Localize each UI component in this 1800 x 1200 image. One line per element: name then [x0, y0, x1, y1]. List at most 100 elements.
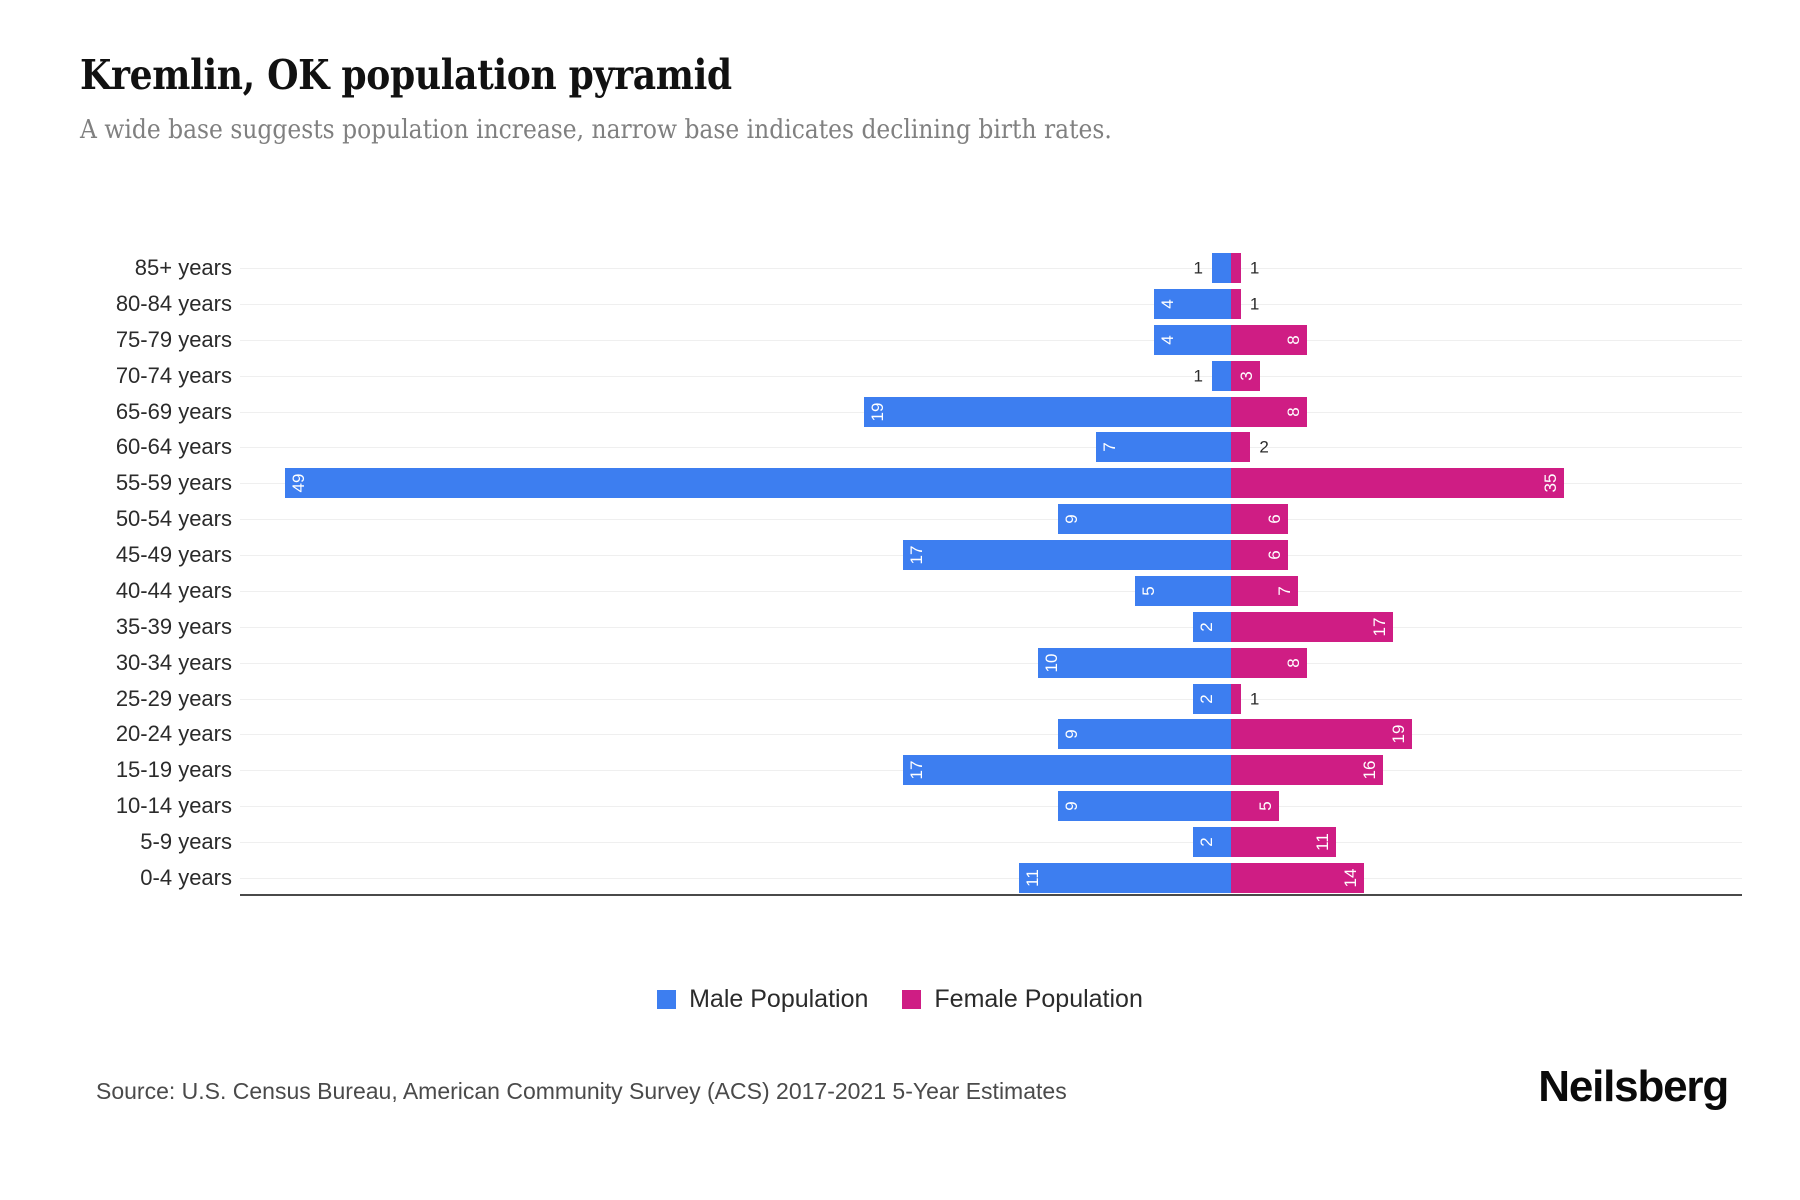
bar-value-female: 1: [1249, 258, 1260, 278]
bar-value-male: 9: [1061, 729, 1081, 740]
bar-male[interactable]: 11: [1018, 863, 1232, 893]
bar-female[interactable]: 5: [1231, 791, 1279, 822]
bar-male[interactable]: 1: [1194, 253, 1232, 283]
bar-male[interactable]: 5: [1134, 575, 1232, 606]
plot-area: 85+ years 80-84 years 75-79 years 70-74 yea…: [0, 253, 1800, 918]
bar-female[interactable]: 2: [1231, 432, 1269, 463]
bar-value-male: 49: [289, 473, 309, 493]
bar-male[interactable]: 9: [1057, 791, 1232, 822]
source-note: Source: U.S. Census Bureau, American Com…: [96, 1078, 1067, 1104]
bar-value-male: 10: [1042, 653, 1062, 673]
bar-male[interactable]: 49: [285, 468, 1232, 499]
bar-value-female: 16: [1360, 760, 1380, 780]
y-axis-tick-label: 50-54 years: [115, 506, 232, 532]
bar-male[interactable]: 2: [1192, 611, 1232, 642]
legend-item-female[interactable]: Female Population: [902, 985, 1143, 1014]
chart-header: Kremlin, OK population pyramid A wide ba…: [80, 51, 1730, 145]
bar-value-female: 8: [1284, 657, 1304, 668]
bar-male[interactable]: 2: [1192, 683, 1232, 714]
bar-value-female: 11: [1312, 833, 1332, 851]
bar-row: 11 14: [240, 863, 1742, 893]
bar-row: 2 17: [240, 611, 1742, 642]
gridline: [240, 662, 1742, 664]
bar-value-female: 8: [1284, 335, 1304, 345]
bar-female[interactable]: 1: [1231, 683, 1259, 714]
gridline: [240, 375, 1742, 377]
bar-female[interactable]: 19: [1231, 719, 1412, 750]
bar-row: 49 35: [240, 468, 1742, 499]
bar-male[interactable]: 7: [1096, 432, 1232, 463]
bar-value-female: 5: [1255, 801, 1275, 811]
y-axis-tick-label: 85+ years: [134, 255, 232, 280]
bar-value-female: 14: [1341, 868, 1361, 888]
bar-male[interactable]: 1: [1194, 360, 1232, 391]
bar-value-male: 1: [1193, 366, 1203, 386]
bar-value-male: 17: [907, 760, 927, 780]
bar-male[interactable]: 10: [1038, 647, 1232, 678]
bar-value-female: 7: [1274, 586, 1294, 596]
bar-male[interactable]: 2: [1192, 827, 1232, 858]
bar-female[interactable]: 11: [1231, 827, 1336, 858]
bar-female[interactable]: 6: [1231, 504, 1289, 535]
y-axis-tick-label: 25-29 years: [115, 685, 232, 711]
bar-row: 2 11: [240, 827, 1742, 858]
bar-value-female: 3: [1236, 370, 1256, 381]
bar-female[interactable]: 7: [1231, 575, 1298, 606]
gridline: [240, 303, 1742, 305]
bar-male[interactable]: 9: [1057, 719, 1232, 750]
bar-female[interactable]: 35: [1231, 468, 1564, 499]
bar-male[interactable]: 17: [903, 540, 1232, 571]
male-swatch-icon: [657, 990, 677, 1009]
gridline: [240, 447, 1742, 449]
y-axis-tick-label: 60-64 years: [115, 434, 232, 460]
bar-male[interactable]: 4: [1154, 288, 1232, 319]
bar-female[interactable]: 8: [1231, 324, 1308, 355]
gridline: [240, 734, 1742, 736]
bar-value-female: 17: [1369, 617, 1389, 637]
bar-value-female: 8: [1284, 406, 1304, 417]
bar-female[interactable]: 14: [1231, 863, 1365, 893]
legend-item-male[interactable]: Male Population: [657, 985, 868, 1014]
gridline: [240, 878, 1742, 879]
bar-female[interactable]: 3: [1231, 360, 1260, 391]
bar-male[interactable]: 4: [1154, 324, 1232, 355]
x-axis-baseline: [240, 894, 1742, 896]
bar-female[interactable]: 17: [1231, 611, 1393, 642]
bar-female[interactable]: 1: [1231, 253, 1259, 283]
bar-female[interactable]: 6: [1231, 540, 1289, 571]
bar-female[interactable]: 8: [1231, 396, 1308, 427]
female-swatch-icon: [902, 990, 922, 1009]
bar-female[interactable]: 1: [1231, 288, 1259, 319]
bar-male[interactable]: 9: [1057, 504, 1232, 535]
bar-value-male: 4: [1158, 299, 1178, 309]
neilsberg-logo: Neilsberg: [1538, 1062, 1729, 1111]
gridline: [240, 698, 1742, 700]
y-axis-tick-label: 0-4 years: [140, 865, 232, 890]
legend-label-male: Male Population: [689, 985, 869, 1013]
bar-value-male: 2: [1196, 693, 1216, 704]
bar-value-female: 1: [1249, 294, 1260, 314]
bar-value-male: 1: [1193, 258, 1203, 278]
y-axis-tick-label: 65-69 years: [115, 398, 232, 424]
bar-value-male: 19: [868, 402, 888, 421]
bar-male[interactable]: 17: [903, 755, 1232, 786]
bar-female[interactable]: 16: [1231, 755, 1384, 786]
y-axis-tick-label: 55-59 years: [115, 470, 232, 496]
y-axis-tick-label: 70-74 years: [115, 362, 232, 388]
y-axis-tick-label: 5-9 years: [140, 829, 232, 855]
gridline: [240, 268, 1742, 269]
bar-value-male: 4: [1158, 335, 1178, 345]
y-axis-tick-label: 40-44 years: [115, 577, 232, 603]
bar-value-male: 9: [1061, 801, 1081, 811]
bar-female[interactable]: 8: [1231, 647, 1308, 678]
bar-row: 17 16: [240, 755, 1742, 786]
y-axis-tick-label: 35-39 years: [115, 613, 232, 639]
bar-male[interactable]: 19: [864, 396, 1232, 427]
y-axis-tick-label: 15-19 years: [115, 757, 232, 783]
bar-value-male: 5: [1138, 586, 1158, 596]
